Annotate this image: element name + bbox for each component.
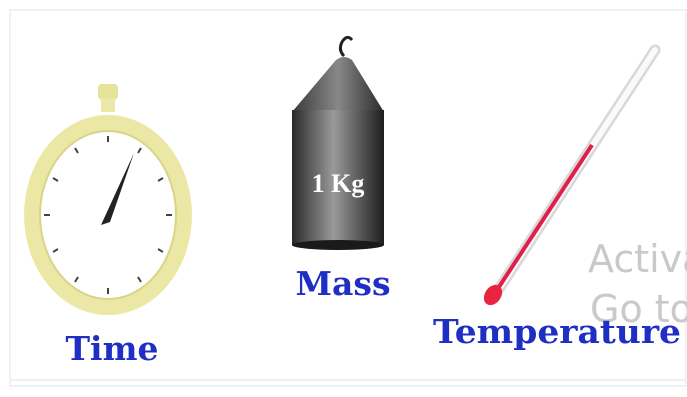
weight-base (292, 240, 384, 250)
page: {"illustrations": [{"label": "Time"}, {"… (0, 0, 687, 397)
time-label: Time (65, 329, 158, 368)
stopwatch-crown (98, 84, 118, 100)
scene: 1 Kg Activa Go to S Time Mass Temperatur… (0, 0, 687, 397)
watermark-line1: Activa (588, 237, 687, 281)
weight-label: 1 Kg (312, 169, 365, 198)
mass-label: Mass (295, 264, 390, 303)
stopwatch-stem (101, 98, 115, 112)
temperature-label: Temperature (433, 312, 681, 351)
